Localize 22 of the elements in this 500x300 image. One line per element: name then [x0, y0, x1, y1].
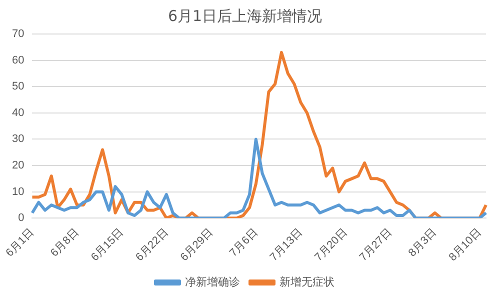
y-tick-label: 20 [12, 160, 24, 172]
x-tick-label: 6月8日 [48, 226, 82, 260]
y-tick-label: 0 [18, 212, 24, 224]
x-tick-label: 8月10日 [446, 226, 484, 264]
x-tick-label: 6月22日 [134, 226, 171, 264]
x-tick-label: 7月27日 [357, 226, 394, 264]
x-tick-label: 6月15日 [88, 226, 126, 264]
legend-label: 新增无症状 [280, 276, 334, 289]
y-tick-label: 30 [12, 133, 24, 146]
x-tick-label: 7月6日 [227, 226, 260, 260]
y-tick-label: 10 [12, 186, 24, 198]
x-tick-label: 6月29日 [178, 226, 216, 264]
x-tick-label: 7月13日 [268, 226, 305, 264]
y-tick-label: 50 [12, 80, 24, 93]
y-tick-label: 60 [12, 54, 24, 66]
chart-title: 6月1日后上海新增情况 [168, 6, 322, 25]
x-tick-label: 7月20日 [312, 226, 350, 264]
legend-label: 净新增确诊 [185, 276, 240, 289]
y-tick-label: 70 [12, 28, 24, 40]
y-tick-label: 40 [12, 106, 24, 119]
x-tick-label: 8月3日 [406, 226, 440, 260]
x-tick-label: 6月1日 [4, 226, 36, 260]
